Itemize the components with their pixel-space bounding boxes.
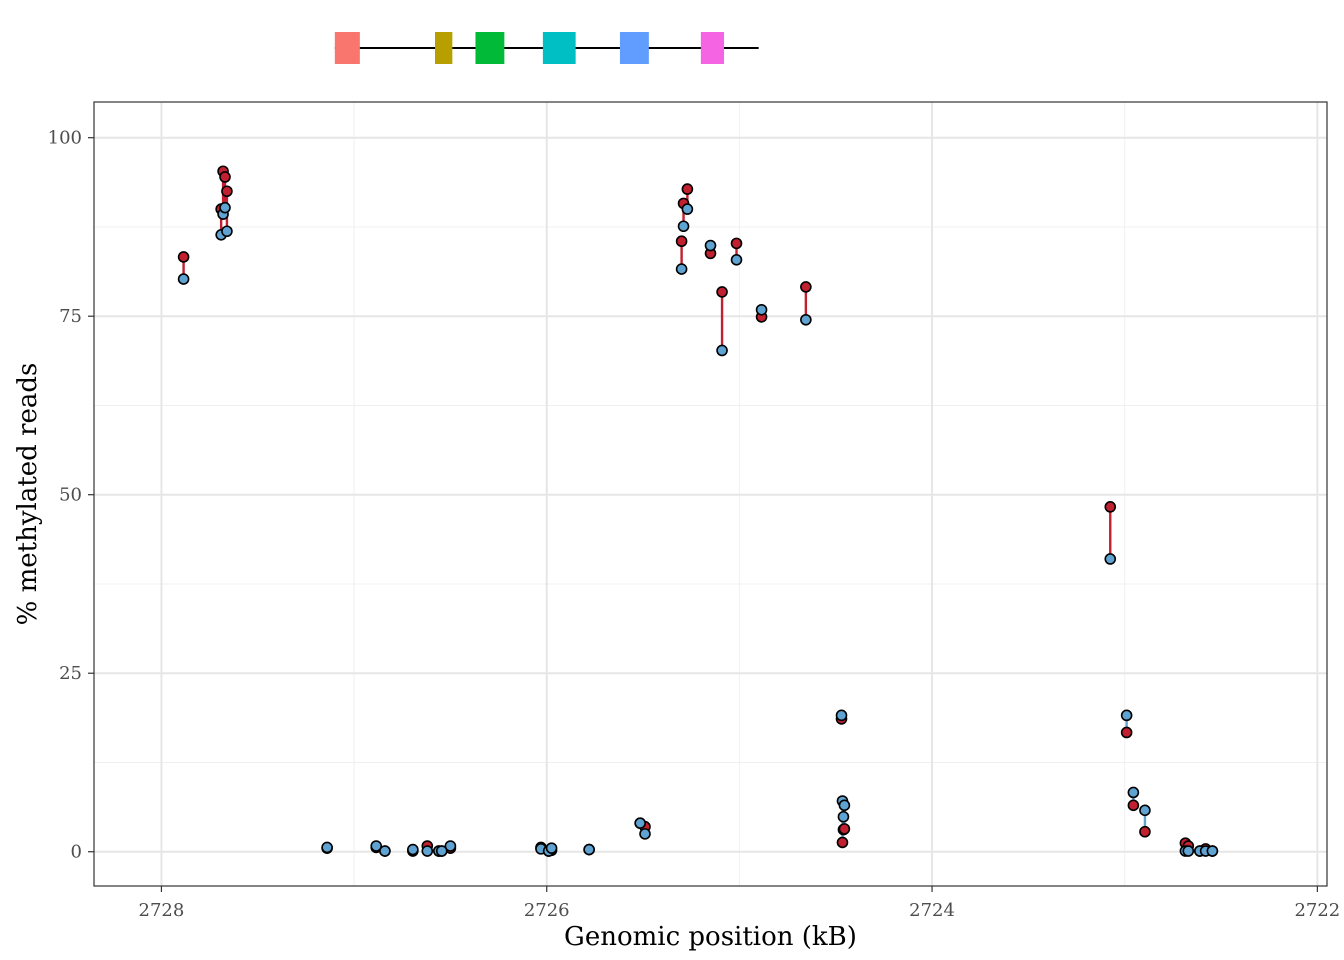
gene-exon [334,32,360,64]
point-blue [755,303,768,316]
point-red [716,286,728,298]
point-red [221,185,233,198]
x-tick-label: 2726 [524,900,570,921]
point-blue [407,843,419,856]
point-blue [681,203,694,215]
point-blue [800,313,812,326]
point-red [836,836,849,849]
point-blue [583,843,595,856]
point-blue [835,709,848,722]
x-tick-label: 2722 [1294,900,1340,921]
point-blue [837,810,850,823]
x-axis-title: Genomic position (kB) [564,922,857,952]
point-blue [730,253,743,266]
point-blue [634,817,646,829]
point-blue [379,845,391,857]
point-blue [677,220,690,233]
point-red [1104,501,1117,513]
point-red [800,281,812,293]
point-blue [1206,845,1219,857]
point-blue [435,845,448,857]
plot-border [93,101,1328,887]
point-blue [1120,709,1133,722]
point-blue [704,239,717,252]
point-blue [1127,786,1140,799]
point-red [1127,799,1140,812]
point-red [1139,825,1151,838]
point-blue [716,344,728,357]
point-blue [545,842,558,854]
gene-exon [700,32,724,64]
point-red [675,235,688,248]
point-red [219,171,231,183]
point-blue [444,840,457,852]
x-axis: 2728 2726 2724 2722 [139,886,1340,921]
point-red [1120,726,1133,739]
point-blue [1104,553,1117,565]
point-red [681,183,694,195]
point-blue [639,828,651,840]
point-blue [838,799,851,812]
y-tick-label: 0 [71,842,82,863]
gene-exon [619,32,649,64]
gene-exon [542,32,576,64]
point-red [177,251,190,263]
point-blue [221,225,233,238]
point-red [838,823,851,835]
y-axis: 0 25 50 75 100 [48,128,94,863]
point-blue [1182,845,1195,857]
grid-major [94,102,1327,886]
y-tick-label: 100 [48,128,82,149]
x-tick-label: 2724 [909,900,955,921]
point-blue [1139,804,1151,817]
y-tick-label: 75 [59,306,82,327]
point-red [730,237,743,250]
point-blue [370,840,383,852]
point-blue [675,263,688,275]
data-points [177,165,1219,857]
y-tick-label: 25 [59,663,82,684]
gene-exon [475,32,505,64]
point-blue [421,845,434,857]
gene-track [334,32,759,64]
y-axis-title: % methylated reads [13,363,43,626]
point-blue [321,841,333,854]
x-tick-label: 2728 [139,900,185,921]
point-blue [219,201,231,214]
y-tick-label: 50 [59,485,82,506]
gene-exon [435,32,453,64]
point-blue [177,273,190,285]
